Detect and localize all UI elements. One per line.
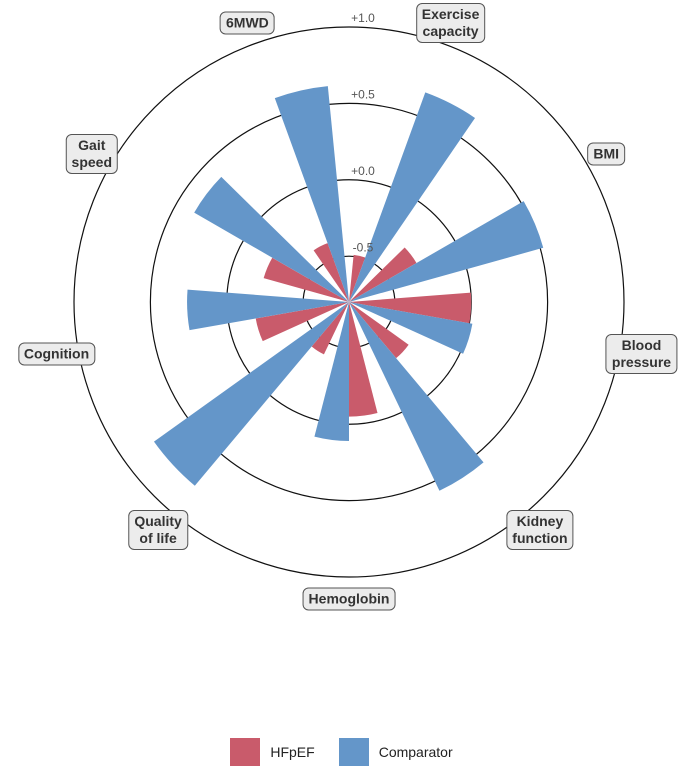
category-label: BMI xyxy=(587,142,626,165)
bar xyxy=(255,302,349,342)
bar xyxy=(349,201,544,302)
y-tick-label: +1.0 xyxy=(351,11,375,25)
grid-circle xyxy=(73,26,625,578)
bar xyxy=(349,302,378,417)
category-label: Exercise capacity xyxy=(415,2,486,43)
y-tick-label: +0.5 xyxy=(351,88,375,102)
bar xyxy=(349,302,409,359)
legend: HFpEF Comparator xyxy=(0,738,683,766)
category-label: Hemoglobin xyxy=(302,587,396,611)
bar xyxy=(187,289,349,331)
legend-label: Comparator xyxy=(378,744,453,760)
category-label: Kidney function xyxy=(506,509,574,550)
category-label: Quality of life xyxy=(128,509,188,550)
bar xyxy=(263,257,349,302)
bar xyxy=(349,302,484,491)
legend-item: Comparator xyxy=(338,738,453,766)
bar xyxy=(311,302,349,355)
y-tick-label: +0.0 xyxy=(351,164,375,178)
legend-item: HFpEF xyxy=(230,738,315,766)
bar xyxy=(349,254,366,302)
bar xyxy=(313,243,349,302)
category-label: Gait speed xyxy=(65,133,119,174)
bar xyxy=(314,302,349,442)
grid-circle xyxy=(149,102,549,502)
bar xyxy=(274,86,349,302)
category-label: Cognition xyxy=(17,342,96,366)
bar xyxy=(349,92,476,303)
legend-label: HFpEF xyxy=(270,744,315,760)
bar xyxy=(349,292,472,324)
y-tick-label: -0.5 xyxy=(353,240,374,254)
bar xyxy=(194,176,349,302)
category-label: 6MWD xyxy=(220,11,275,35)
bar xyxy=(349,247,417,302)
bar xyxy=(153,302,349,486)
legend-swatch xyxy=(338,738,369,766)
bar xyxy=(349,302,473,354)
category-label: Blood pressure xyxy=(605,333,678,374)
legend-swatch xyxy=(230,738,261,766)
